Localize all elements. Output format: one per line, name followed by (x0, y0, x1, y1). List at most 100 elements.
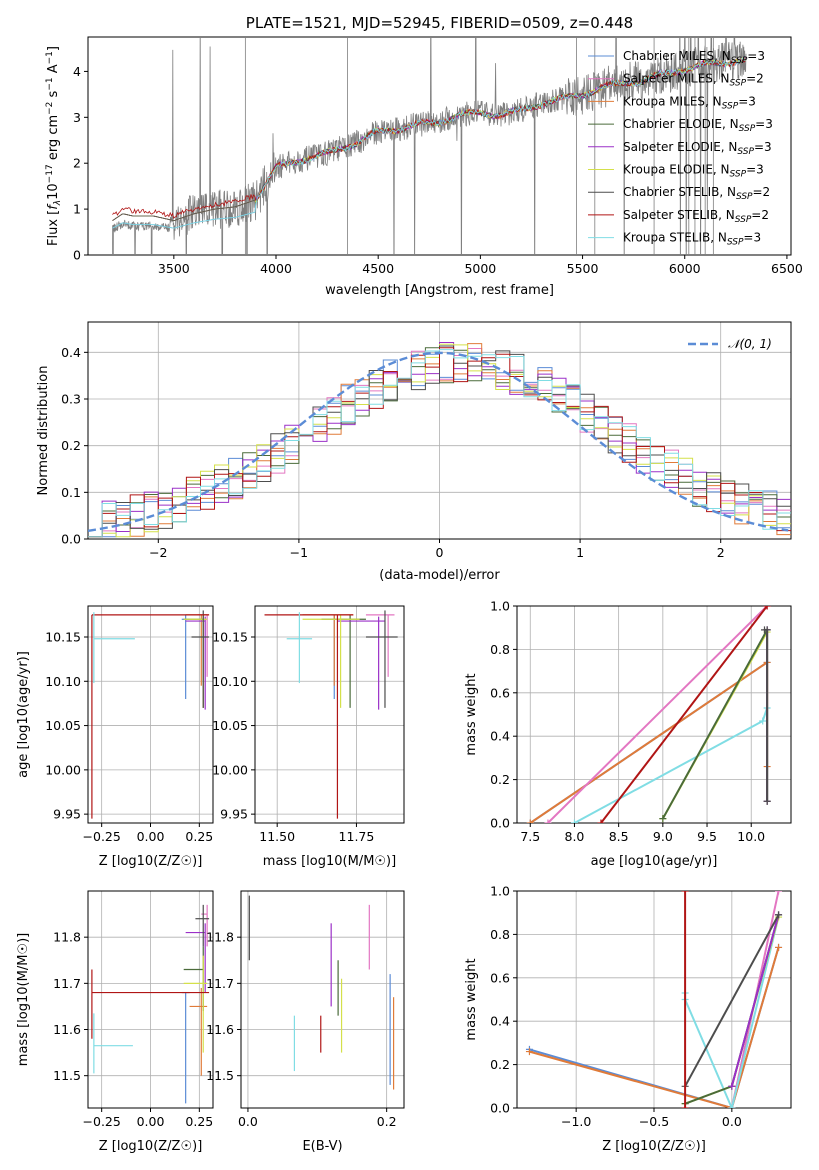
x-tick-label: 0.2 (377, 1114, 397, 1129)
errorbar-point (191, 610, 210, 708)
series-line (684, 914, 780, 1087)
series-marker (763, 797, 771, 805)
x-tick-label: 1 (576, 545, 584, 560)
y-tick-label: 3 (73, 110, 81, 125)
spectrum-models (112, 55, 746, 229)
series-marker (544, 819, 552, 823)
series-marker (681, 891, 689, 895)
x-tick-label: −2 (149, 545, 167, 560)
legend-entry: Salpeter STELIB, NSSP=2 (623, 208, 769, 225)
y-tick-label: 0.4 (490, 1014, 510, 1029)
y-tick-label: 0.4 (61, 345, 81, 360)
series-line (730, 914, 780, 1087)
series-marker (763, 606, 771, 610)
x-tick-label: 7.5 (520, 829, 540, 844)
y-axis-label: age [log10(age/yr)] (16, 651, 31, 778)
mass_weight_vs_age-frame (516, 605, 792, 824)
y-axis-label: mass [log10(M/M☉)] (16, 933, 31, 1066)
x-axis-label: wavelength [Angstrom, rest frame] (325, 283, 554, 298)
x-axis-label: E(B-V) (302, 1139, 342, 1154)
series-line (600, 606, 768, 823)
errorbar-point (302, 614, 360, 708)
y-tick-label: 11.7 (206, 976, 234, 991)
y-tick-label: 1 (73, 202, 81, 217)
y-tick-label: 0.6 (490, 685, 510, 700)
residuals-axes: −2 −1 0 1 2 0.0 0.1 0.2 0.3 0.4 (61, 321, 792, 560)
series-marker (759, 717, 767, 725)
errorbar-point (321, 614, 366, 708)
series-marker (525, 1048, 533, 1056)
age_vs_mass-grid (255, 606, 404, 823)
series-marker (775, 943, 783, 951)
series-marker (728, 1082, 736, 1090)
mass_weight_vs_age-grid (517, 605, 791, 824)
y-tick-label: 0.4 (490, 729, 510, 744)
errorbar-point (91, 969, 210, 1039)
histogram-step (88, 347, 791, 538)
y-tick-label: 10.15 (45, 630, 81, 645)
y-axis-label: mass weight (464, 958, 479, 1040)
series-marker (681, 1104, 689, 1108)
series-marker (659, 815, 667, 823)
age_vs_Z-points (91, 610, 210, 819)
x-tick-label: −1 (290, 545, 308, 560)
errorbar-point (93, 612, 135, 684)
y-tick-label: 0.0 (490, 1101, 510, 1116)
x-tick-label: 11.50 (259, 829, 295, 844)
y-axis-label: Flux [fλ10−17 erg cm−2 s−1 A−1] (45, 46, 63, 246)
age_vs_mass-frame (254, 605, 405, 824)
mass_vs_ebv-points (248, 895, 395, 1090)
mass_vs_Z-axes: −0.25 0.00 0.25 11.5 11.6 11.7 11.8 (53, 890, 214, 1129)
y-tick-label: 10.05 (45, 718, 81, 733)
x-axis-label: Z [log10(Z/Z☉)] (99, 854, 203, 869)
errorbar-point (365, 614, 395, 677)
series-marker (570, 819, 578, 823)
x-tick-label: 10.0 (737, 829, 765, 844)
observed-spectrum (112, 37, 747, 255)
x-tick-label: 4500 (362, 261, 394, 276)
legend-entry: Chabrier STELIB, NSSP=2 (623, 185, 770, 202)
y-tick-label: 0.2 (490, 772, 510, 787)
legend-entry: Kroupa STELIB, NSSP=3 (623, 231, 761, 248)
mass_vs_Z-grid (88, 891, 213, 1108)
y-tick-label: 0.3 (61, 392, 81, 407)
x-axis-label: age [log10(age/yr)] (591, 854, 718, 869)
mass_weight_vs_Z-grid (517, 890, 791, 1109)
series-marker (526, 819, 534, 823)
errorbar-point (181, 614, 190, 699)
series-line (547, 606, 768, 823)
y-tick-label: 1.0 (490, 884, 510, 899)
errorbar-point (183, 955, 208, 1053)
errorbar-point (181, 991, 190, 1104)
series-marker (597, 819, 605, 823)
errorbar-point (365, 610, 398, 708)
x-tick-label: 0.0 (238, 1114, 258, 1129)
legend-entry: Kroupa MILES, NSSP=3 (623, 94, 756, 111)
age_vs_mass-axes: 11.50 11.75 9.95 10.00 10.05 10.10 10.15 (212, 605, 405, 844)
legend-entry: 𝒩(0, 1) (728, 337, 772, 351)
y-tick-label: 10.00 (212, 762, 248, 777)
y-tick-label: 2 (73, 156, 81, 171)
y-tick-label: 0.1 (61, 485, 81, 500)
x-tick-label: 0.25 (185, 829, 213, 844)
errorbar-point (91, 614, 210, 819)
spectrum-legend: Chabrier MILES, NSSP=3 Salpeter MILES, NS… (588, 49, 773, 248)
legend-entry: Chabrier MILES, NSSP=3 (623, 49, 765, 66)
y-tick-label: 0.8 (490, 642, 510, 657)
gaussian-curve (88, 351, 789, 532)
y-tick-label: 11.5 (206, 1068, 234, 1083)
x-tick-label: 0.25 (185, 1114, 213, 1129)
model-line (112, 57, 746, 229)
x-tick-label: 6000 (669, 261, 701, 276)
y-tick-label: 11.6 (53, 1022, 81, 1037)
histograms (88, 342, 791, 538)
histogram-step (88, 349, 791, 538)
legend-entry: Chabrier ELODIE, NSSP=3 (623, 117, 773, 134)
legend-entry: Salpeter MILES, NSSP=2 (623, 72, 764, 89)
x-tick-label: 9.0 (653, 829, 673, 844)
y-tick-label: 0.6 (490, 970, 510, 985)
y-tick-label: 4 (73, 64, 81, 79)
x-tick-label: 3500 (158, 261, 190, 276)
series-marker (763, 626, 771, 634)
